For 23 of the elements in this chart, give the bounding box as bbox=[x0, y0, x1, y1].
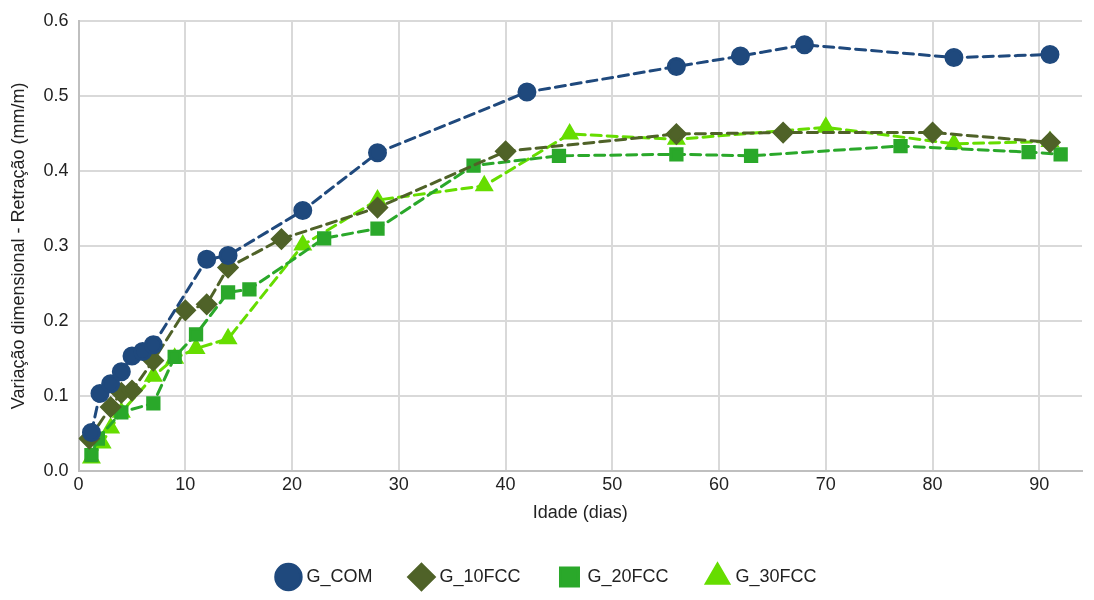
x-tick-label: 10 bbox=[175, 473, 196, 494]
y-tick-label: 0.6 bbox=[43, 9, 69, 30]
y-tick-label: 0.5 bbox=[43, 84, 69, 105]
x-tick-label: 80 bbox=[922, 473, 943, 494]
legend-label: G_30FCC bbox=[735, 565, 817, 587]
legend-label: G_20FCC bbox=[587, 565, 669, 587]
y-tick-label: 0.4 bbox=[43, 159, 69, 180]
x-tick-label: 70 bbox=[815, 473, 836, 494]
x-tick-label: 30 bbox=[388, 473, 409, 494]
x-tick-label: 0 bbox=[73, 473, 84, 494]
x-axis-title: Idade (dias) bbox=[532, 502, 628, 523]
x-tick-label: 40 bbox=[495, 473, 516, 494]
x-tick-label: 20 bbox=[282, 473, 303, 494]
y-tick-label: 0.3 bbox=[43, 234, 69, 255]
legend-label: G_10FCC bbox=[439, 565, 521, 587]
y-axis-title: Variação dimensional - Retração (mm/m) bbox=[7, 82, 28, 410]
x-tick-label: 90 bbox=[1029, 473, 1050, 494]
legend-label: G_COM bbox=[306, 565, 373, 587]
y-tick-label: 0.1 bbox=[43, 384, 69, 405]
x-tick-label: 50 bbox=[602, 473, 623, 494]
x-tick-label: 60 bbox=[709, 473, 730, 494]
y-tick-label: 0.2 bbox=[43, 309, 69, 330]
y-tick-label: 0.0 bbox=[43, 459, 69, 480]
